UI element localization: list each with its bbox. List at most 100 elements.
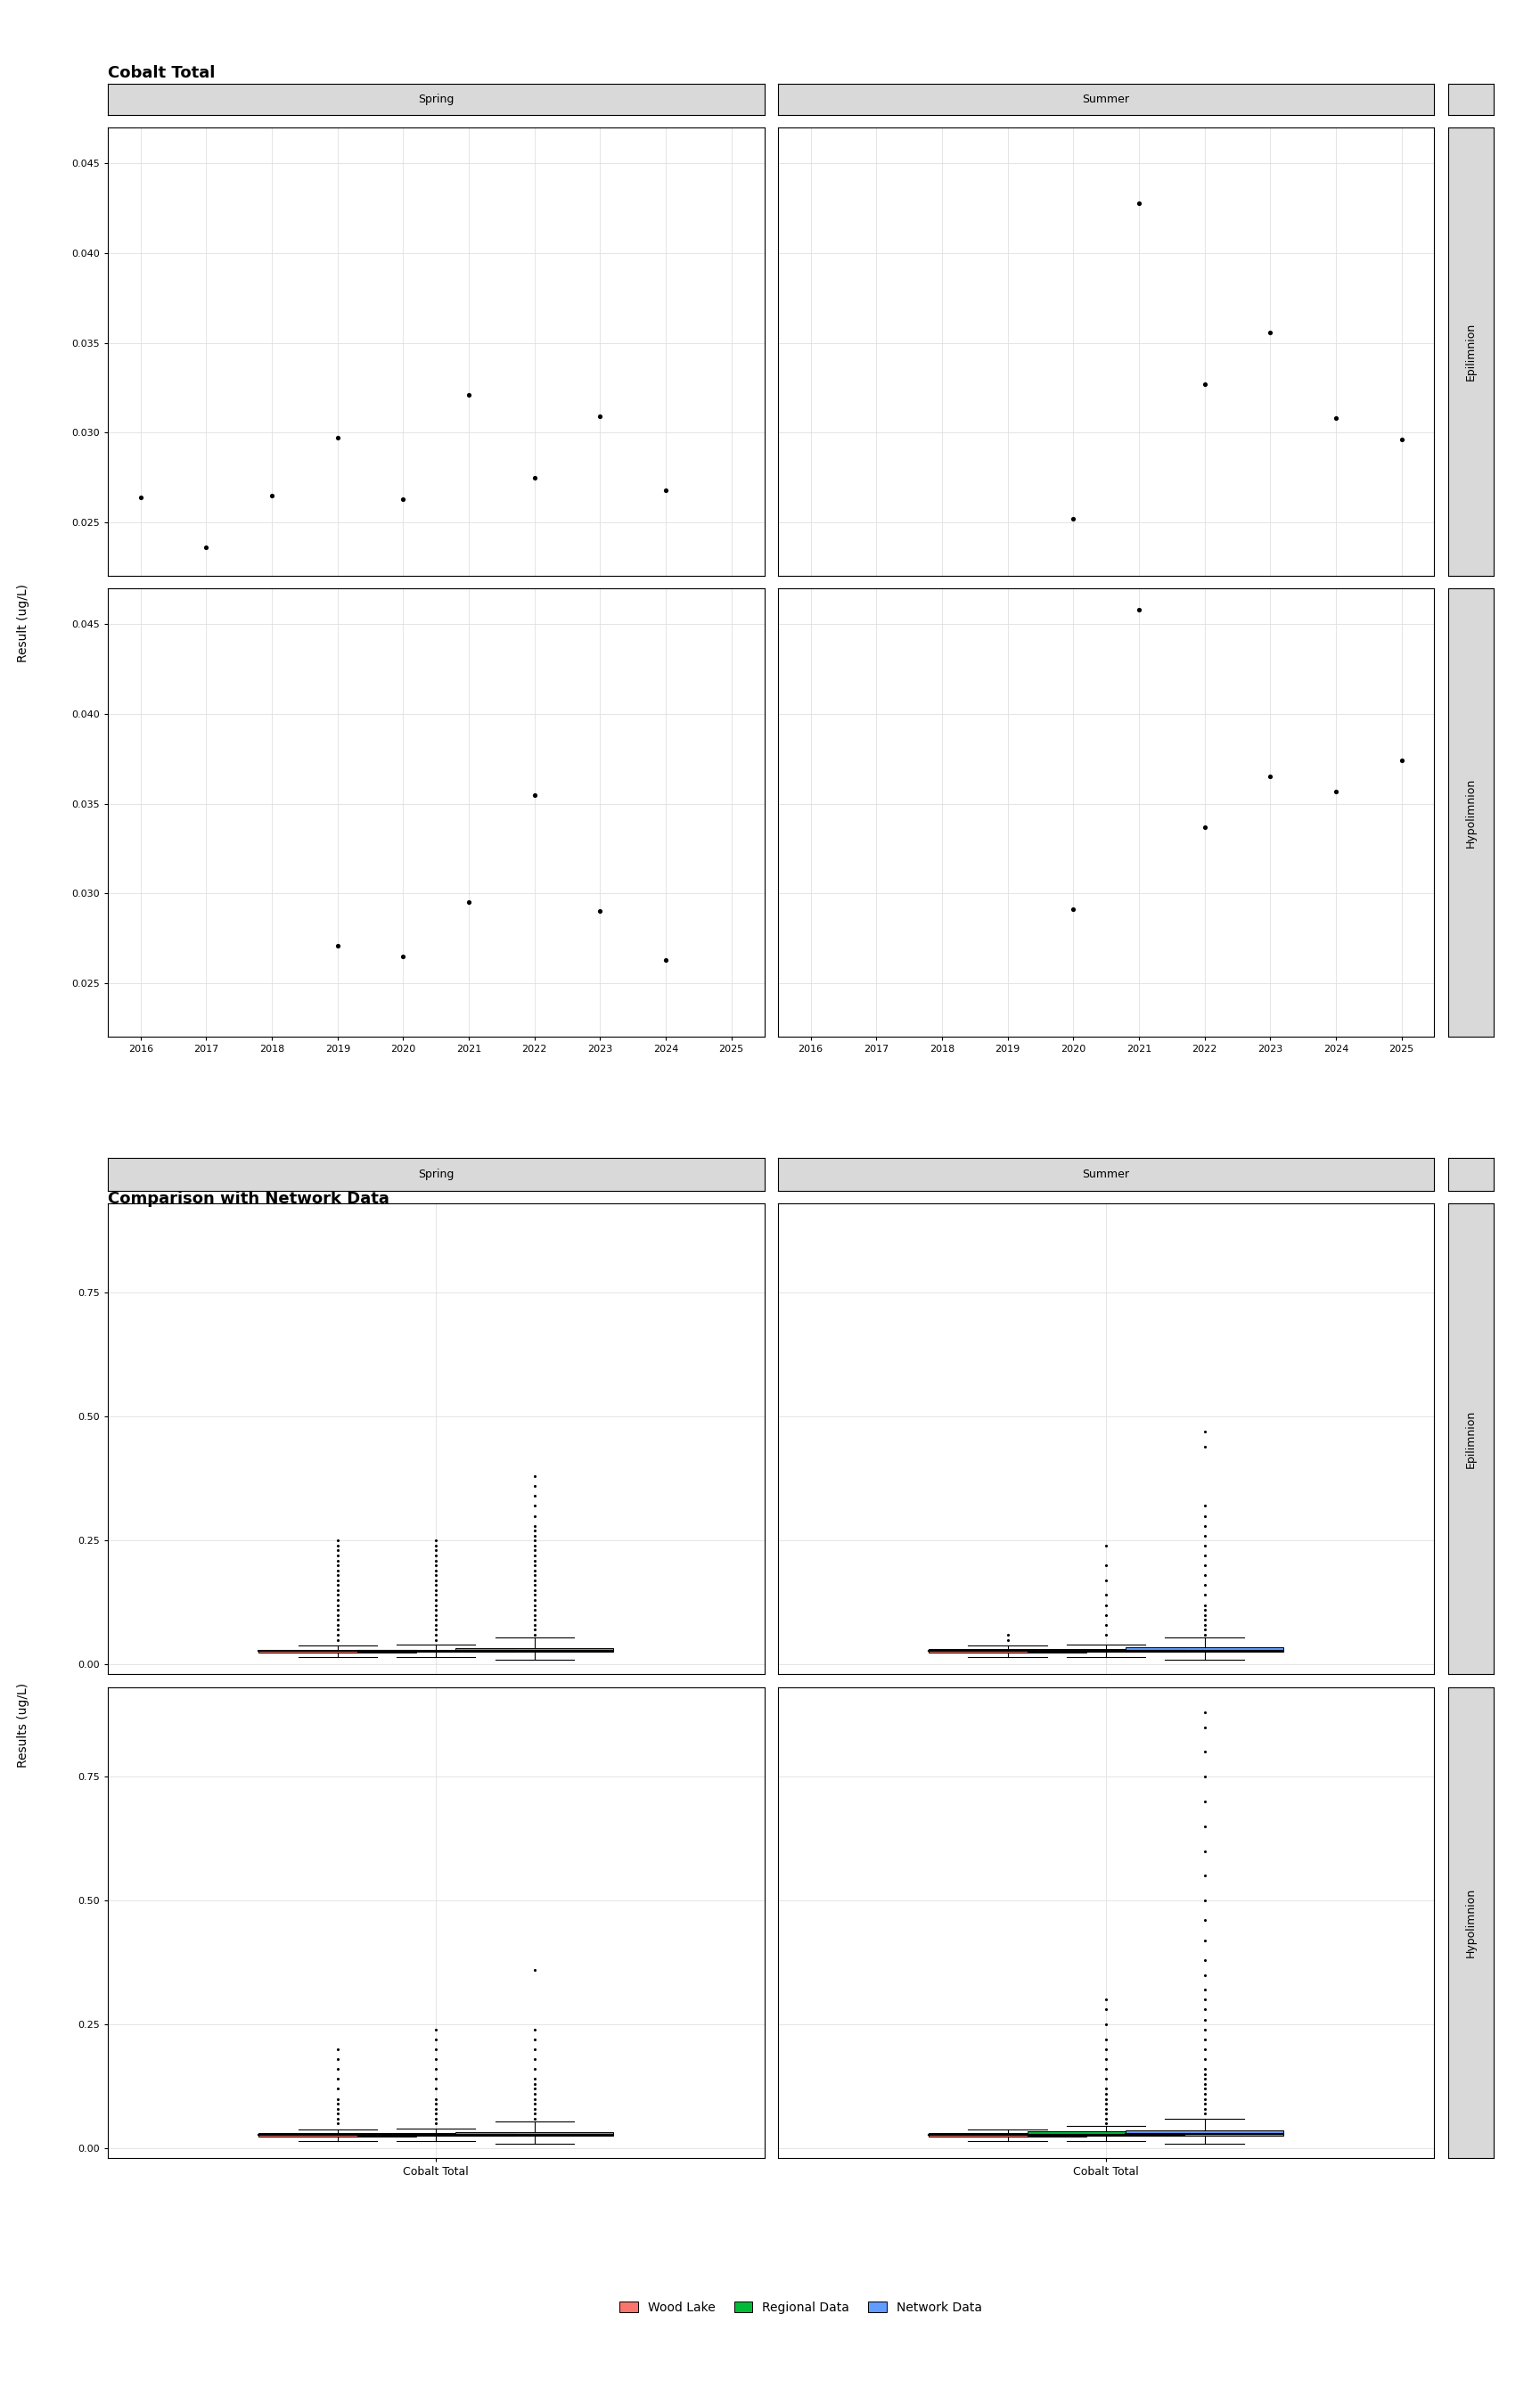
- Point: [1192, 1756, 1217, 1795]
- Point: [1192, 1857, 1217, 1895]
- Point: [1093, 1545, 1118, 1584]
- Point: [1192, 2070, 1217, 2108]
- Point: [1192, 2061, 1217, 2099]
- Point: [325, 419, 350, 458]
- Point: [325, 2104, 350, 2142]
- Point: [1061, 498, 1086, 537]
- Point: [995, 1615, 1019, 1653]
- Point: [1192, 1955, 1217, 1993]
- Point: [522, 2065, 547, 2104]
- Point: [424, 1591, 448, 1629]
- Point: [424, 1586, 448, 1624]
- Bar: [929, 1648, 1086, 1653]
- Point: [1127, 592, 1152, 630]
- Bar: [1126, 2130, 1283, 2135]
- Point: [325, 1610, 350, 1648]
- Point: [424, 1567, 448, 1605]
- Point: [325, 2080, 350, 2118]
- Point: [1192, 1881, 1217, 1919]
- Point: [522, 1517, 547, 1555]
- Point: [1093, 2061, 1118, 2099]
- Point: [1093, 2005, 1118, 2044]
- Point: [424, 2051, 448, 2089]
- Point: [1093, 1605, 1118, 1644]
- Point: [1192, 1545, 1217, 1584]
- Point: [1192, 1486, 1217, 1524]
- Point: [1323, 772, 1348, 810]
- Point: [522, 458, 547, 496]
- Point: [1192, 1941, 1217, 1979]
- Point: [522, 1591, 547, 1629]
- Bar: [1126, 1648, 1283, 1653]
- Point: [424, 1605, 448, 1644]
- Point: [522, 1486, 547, 1524]
- Point: [391, 937, 416, 975]
- Point: [1093, 2029, 1118, 2068]
- Point: [325, 1601, 350, 1639]
- Point: [1192, 2001, 1217, 2039]
- Point: [588, 891, 613, 930]
- Point: [522, 2089, 547, 2128]
- Point: [325, 1596, 350, 1634]
- Point: [995, 1620, 1019, 1658]
- Point: [1093, 2104, 1118, 2142]
- Point: [1093, 2070, 1118, 2108]
- Point: [1192, 2080, 1217, 2118]
- Point: [325, 1567, 350, 1605]
- Point: [424, 2020, 448, 2058]
- Point: [1093, 2075, 1118, 2113]
- Text: Result (ug/L): Result (ug/L): [17, 585, 29, 661]
- Point: [1192, 2039, 1217, 2077]
- Point: [522, 1586, 547, 1624]
- Text: Comparison with Network Data: Comparison with Network Data: [108, 1191, 390, 1208]
- Point: [325, 1545, 350, 1584]
- Point: [424, 1581, 448, 1620]
- Bar: [1027, 1648, 1184, 1653]
- Point: [424, 2029, 448, 2068]
- Point: [522, 1572, 547, 1610]
- Point: [1093, 2039, 1118, 2077]
- Point: [325, 2094, 350, 2132]
- Point: [325, 1550, 350, 1589]
- Text: Summer: Summer: [1083, 93, 1130, 105]
- Point: [1192, 2056, 1217, 2094]
- Point: [1093, 2085, 1118, 2123]
- Point: [1061, 891, 1086, 930]
- Point: [325, 1531, 350, 1569]
- Point: [522, 1541, 547, 1579]
- Point: [325, 927, 350, 966]
- Point: [325, 2070, 350, 2108]
- Point: [522, 1555, 547, 1593]
- Point: [1192, 1981, 1217, 2020]
- Point: [424, 2070, 448, 2108]
- Bar: [456, 2132, 613, 2135]
- Point: [325, 1591, 350, 1629]
- Point: [522, 1512, 547, 1550]
- Point: [1093, 1991, 1118, 2029]
- Text: Hypolimnion: Hypolimnion: [1465, 779, 1477, 848]
- Point: [424, 2104, 448, 2142]
- Point: [424, 1531, 448, 1569]
- Point: [1093, 1596, 1118, 1634]
- Point: [522, 1550, 547, 1589]
- Point: [1192, 1833, 1217, 1871]
- Point: [653, 942, 678, 980]
- Point: [424, 1536, 448, 1574]
- Point: [325, 2061, 350, 2099]
- Point: [522, 2010, 547, 2049]
- Point: [1093, 2099, 1118, 2137]
- Point: [260, 477, 285, 515]
- Point: [325, 2051, 350, 2089]
- Point: [1192, 2010, 1217, 2049]
- Point: [1192, 1610, 1217, 1648]
- Point: [522, 1601, 547, 1639]
- Point: [1192, 2065, 1217, 2104]
- Point: [325, 1572, 350, 1610]
- Bar: [456, 1648, 613, 1653]
- Point: [424, 1545, 448, 1584]
- Point: [325, 2029, 350, 2068]
- Point: [424, 2061, 448, 2099]
- Point: [1192, 1970, 1217, 2008]
- Text: Results (ug/L): Results (ug/L): [17, 1682, 29, 1768]
- Point: [1192, 1591, 1217, 1629]
